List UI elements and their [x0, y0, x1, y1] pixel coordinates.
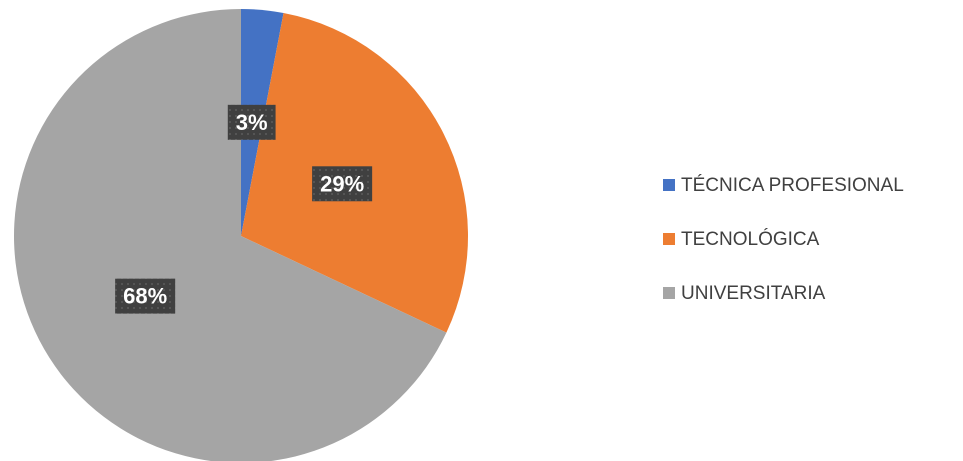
- data-label: 68%: [123, 284, 167, 309]
- legend-label: TÉCNICA PROFESIONAL: [681, 175, 904, 196]
- legend-label: UNIVERSITARIA: [681, 283, 826, 304]
- pie-slice: [14, 9, 447, 461]
- data-label-box: [115, 278, 176, 314]
- legend-swatch: [663, 233, 675, 245]
- data-label: 29%: [320, 171, 364, 196]
- legend-label: TECNOLÓGICA: [681, 228, 820, 250]
- data-label-box: [312, 166, 373, 202]
- data-label-box: [227, 104, 276, 140]
- data-label: 3%: [236, 110, 268, 135]
- legend-swatch: [663, 287, 675, 299]
- legend-swatch: [663, 179, 675, 191]
